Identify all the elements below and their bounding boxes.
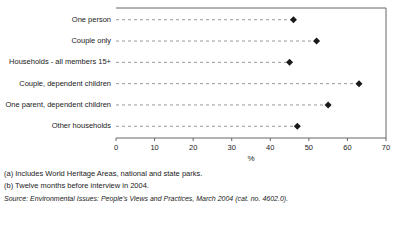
x-tick xyxy=(270,138,271,141)
right-frame xyxy=(386,8,387,138)
marker xyxy=(356,80,363,87)
marker xyxy=(290,16,297,23)
source-note: Source: Environmental Issues: People's V… xyxy=(4,195,288,203)
marker xyxy=(286,59,293,66)
x-tick-label: 30 xyxy=(228,143,236,152)
footnote: (a) Includes World Heritage Areas, natio… xyxy=(4,169,202,178)
marker xyxy=(294,123,301,130)
stem xyxy=(116,104,328,105)
x-tick-label: 50 xyxy=(305,143,313,152)
stem xyxy=(116,126,297,127)
x-tick xyxy=(347,138,348,141)
footnote: (b) Twelve months before interview in 20… xyxy=(4,181,149,190)
category-label: Couple, dependent children xyxy=(19,79,111,88)
marker xyxy=(325,101,332,108)
x-tick-label: 70 xyxy=(382,143,390,152)
stem xyxy=(116,83,359,84)
category-label: Couple only xyxy=(71,36,111,45)
top-frame xyxy=(116,8,386,9)
stem xyxy=(116,62,290,63)
chart: Other households One parent, dependent ch… xyxy=(0,0,397,227)
category-label: One parent, dependent children xyxy=(6,100,112,109)
x-tick xyxy=(193,138,194,141)
x-tick xyxy=(386,138,387,141)
category-label: Households - all members 15+ xyxy=(9,57,112,66)
category-label: One person xyxy=(72,15,111,24)
x-tick-label: 60 xyxy=(343,143,351,152)
x-axis-line xyxy=(116,138,386,139)
stem xyxy=(116,41,317,42)
x-tick xyxy=(116,138,117,141)
marker xyxy=(313,38,320,45)
stem xyxy=(116,19,293,20)
x-tick xyxy=(308,138,309,141)
x-tick-label: 0 xyxy=(114,143,118,152)
x-tick-label: 20 xyxy=(189,143,197,152)
x-tick xyxy=(231,138,232,141)
x-tick xyxy=(154,138,155,141)
plot-area xyxy=(116,16,363,130)
x-axis-label: % xyxy=(247,154,254,163)
x-tick-label: 10 xyxy=(150,143,158,152)
category-label: Other households xyxy=(52,121,111,130)
x-tick-label: 40 xyxy=(266,143,274,152)
